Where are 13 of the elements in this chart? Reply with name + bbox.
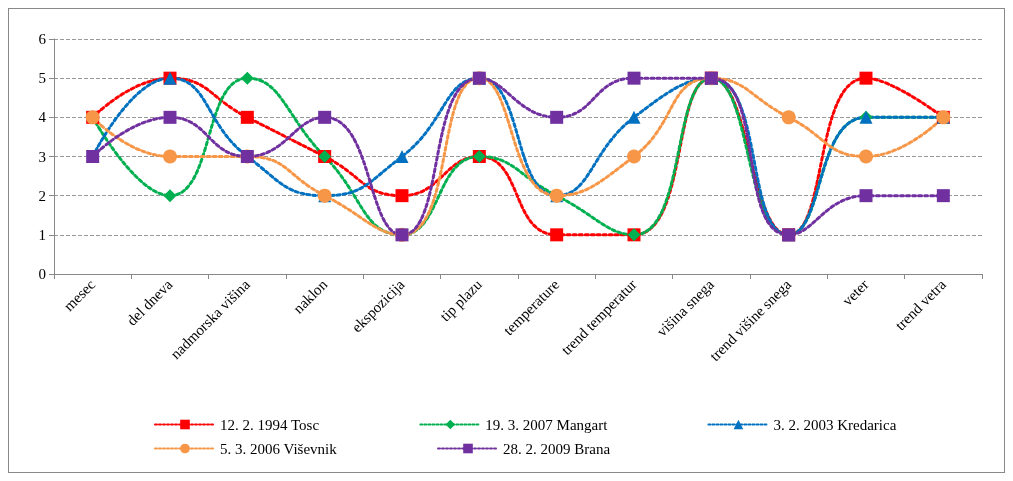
y-tick-label: 5 [38,70,46,87]
x-tick-label: veter [839,276,872,309]
legend-label: 3. 2. 2003 Kredarica [773,416,897,433]
y-tick-label: 4 [38,109,47,126]
y-tick-label: 3 [38,148,46,165]
y-tick-label: 0 [38,266,46,282]
y-tick-label: 2 [38,187,46,204]
y-tick-label: 6 [38,31,47,47]
legend-label: 28. 2. 2009 Brana [503,440,611,457]
legend-label: 12. 2. 1994 Tosc [220,416,320,433]
legend-label: 5. 3. 2006 Viševnik [220,440,338,457]
y-tick-label: 1 [38,226,46,243]
legend-label: 19. 3. 2007 Mangart [485,416,609,433]
